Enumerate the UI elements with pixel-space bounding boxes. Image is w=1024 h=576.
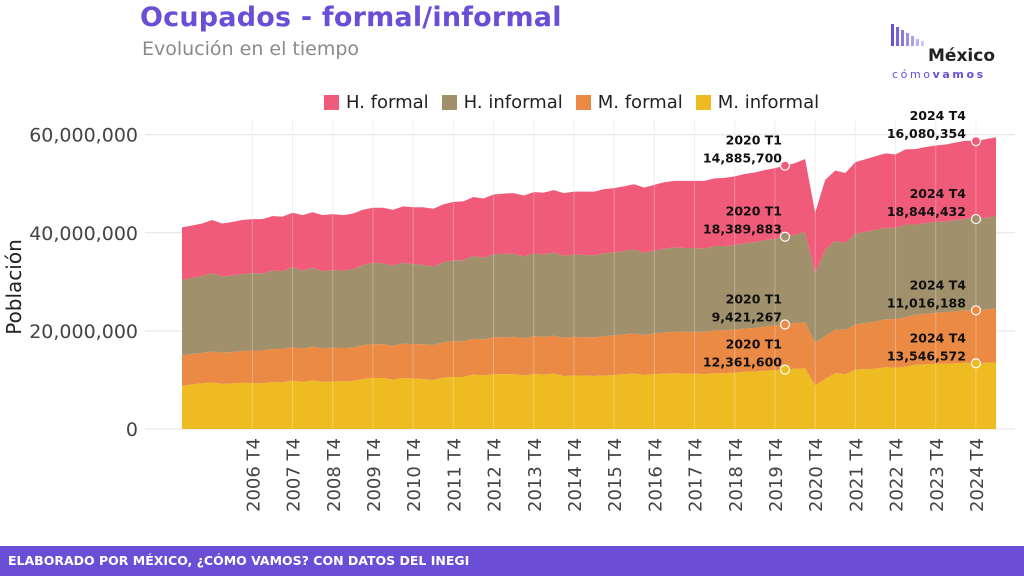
x-tick-label: 2024 T4 [967, 438, 988, 512]
annotation-value: 18,389,883 [703, 222, 782, 237]
x-tick-label: 2015 T4 [605, 438, 626, 512]
annotation-point [779, 364, 791, 375]
annotation-period: 2024 T4 [910, 186, 967, 201]
annotation-point [970, 213, 982, 225]
x-tick-label: 2023 T4 [927, 438, 948, 512]
annotation-value: 11,016,188 [887, 295, 966, 310]
annotation-period: 2024 T4 [910, 277, 967, 292]
x-tick-label: 2017 T4 [686, 438, 707, 512]
mexico-como-vamos-logo: México cómovamos [890, 24, 1008, 86]
chart-subtitle: Evolución en el tiempo [142, 38, 360, 60]
y-tick-label: 40,000,000 [29, 223, 138, 245]
legend-swatch-h-formal [324, 95, 339, 110]
area-h-formal [182, 137, 997, 280]
area-m-formal [182, 308, 997, 386]
legend-item-h-formal: H. formal [324, 92, 429, 113]
legend-label-m-formal: M. formal [597, 92, 683, 113]
annotation-value: 9,421,267 [712, 310, 782, 325]
x-axis-ticks: 2006 T4 2007 T4 2008 T4 2009 T4 2010 T4 2011 … [243, 438, 988, 512]
annotation-point [970, 135, 982, 147]
annotation-point [779, 319, 791, 330]
x-tick-label: 2008 T4 [324, 438, 345, 512]
annotation-point [970, 305, 982, 316]
x-tick-label: 2018 T4 [726, 438, 747, 512]
logo-name: México [928, 46, 995, 66]
annotation-period: 2020 T1 [726, 337, 782, 352]
annotations: 2020 T1 14,885,700 2020 T1 18,389,883 2020 T… [703, 108, 982, 375]
annotation-value: 12,361,600 [703, 355, 782, 370]
logo-tag-bold: vamos [932, 68, 986, 81]
x-tick-label: 2006 T4 [243, 438, 264, 512]
annotation-period: 2020 T1 [726, 292, 782, 307]
legend-label-m-informal: M. informal [717, 92, 820, 113]
x-tick-label: 2011 T4 [444, 438, 465, 512]
legend-swatch-h-informal [441, 95, 457, 110]
legend-item-m-informal: M. informal [695, 92, 820, 113]
annotation-value: 13,546,572 [887, 348, 966, 363]
legend-swatch-m-formal [575, 95, 591, 110]
x-tick-label: 2009 T4 [364, 438, 385, 512]
area-m-informal [182, 362, 997, 429]
y-tick-label: 20,000,000 [29, 321, 138, 343]
y-axis-ticks: 0 20,000,000 40,000,000 60,000,000 [29, 125, 138, 441]
annotation-value: 16,080,354 [887, 126, 966, 141]
x-tick-label: 2022 T4 [887, 438, 908, 512]
annotation-point [779, 231, 791, 242]
x-tick-label: 2012 T4 [485, 438, 506, 512]
annotation-point [970, 358, 982, 369]
chart-legend: H. formal H. informal M. formal M. infor… [324, 92, 819, 113]
annotation-period: 2024 T4 [910, 330, 967, 345]
footer-credit: ELABORADO POR MÉXICO, ¿CÓMO VAMOS? CON D… [0, 546, 1024, 576]
legend-label-h-formal: H. formal [346, 92, 429, 113]
y-tick-label: 60,000,000 [29, 125, 138, 147]
annotation-value: 18,844,432 [887, 204, 966, 219]
area-h-informal [182, 216, 997, 356]
x-tick-label: 2020 T4 [806, 438, 827, 512]
chart-title: Ocupados - formal/informal [140, 2, 562, 33]
stacked-area-chart: 0 20,000,000 40,000,000 60,000,000 Población… [2, 108, 1015, 512]
x-tick-label: 2019 T4 [766, 438, 787, 512]
y-tick-label: 0 [126, 419, 138, 441]
grid-overlay [251, 120, 977, 429]
x-tick-label: 2007 T4 [284, 438, 305, 512]
x-tick-label: 2014 T4 [565, 438, 586, 512]
bars-logo-icon [891, 24, 924, 46]
logo-tag-light: cómo [892, 68, 933, 81]
logo-tagline: cómovamos [892, 68, 986, 81]
annotation-value: 14,885,700 [703, 151, 782, 166]
legend-label-h-informal: H. informal [463, 92, 563, 113]
area-layers [182, 137, 997, 429]
legend-item-h-informal: H. informal [441, 92, 563, 113]
legend-item-m-formal: M. formal [575, 92, 683, 113]
annotation-period: 2020 T1 [726, 204, 782, 219]
x-tick-label: 2021 T4 [846, 438, 867, 512]
y-axis-label: Población [2, 239, 26, 335]
legend-swatch-m-informal [695, 95, 711, 110]
x-tick-label: 2013 T4 [525, 438, 546, 512]
annotation-period: 2024 T4 [910, 108, 967, 123]
annotation-period: 2020 T1 [726, 133, 782, 148]
x-tick-label: 2016 T4 [645, 438, 666, 512]
x-tick-label: 2010 T4 [404, 438, 425, 512]
annotation-point [779, 160, 791, 171]
